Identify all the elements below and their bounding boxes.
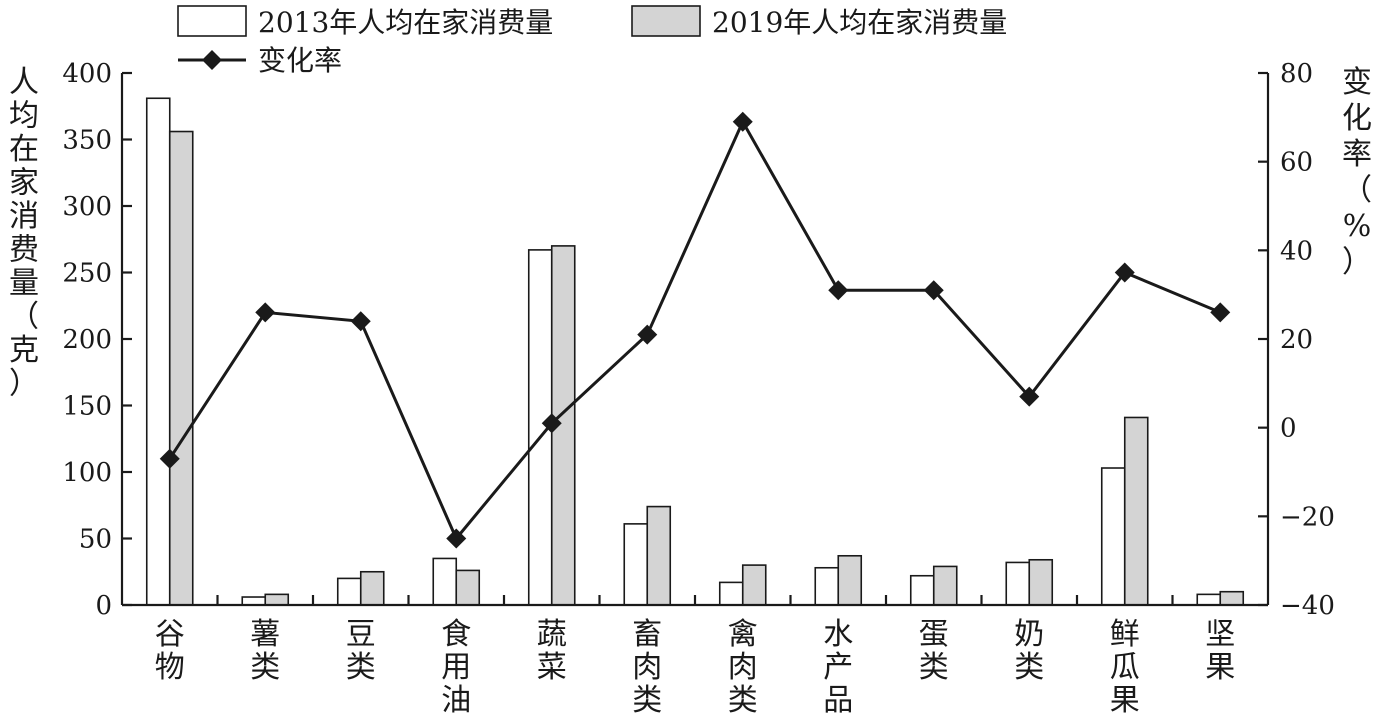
category-label: 谷物 xyxy=(155,617,185,685)
bar-2013 xyxy=(432,557,458,606)
right-y-axis: −40 −20 0 20 40 60 80 xyxy=(1258,59,1335,621)
change-rate-marker xyxy=(159,448,180,469)
bar-2019 xyxy=(646,505,672,606)
left-tick-label: 50 xyxy=(79,525,112,555)
bar-2013 xyxy=(145,97,171,606)
left-y-axis: 0 50 100 150 200 250 300 350 400 xyxy=(62,59,132,621)
change-rate-marker xyxy=(923,280,944,301)
line-series xyxy=(159,111,1231,549)
bar-2013 xyxy=(814,566,840,606)
legend-swatch-2013 xyxy=(177,5,247,37)
category-label: 坚果 xyxy=(1205,617,1235,685)
change-rate-line xyxy=(168,118,1221,542)
change-rate-marker xyxy=(541,413,562,434)
change-rate-marker xyxy=(350,311,371,332)
category-label: 畜肉类 xyxy=(632,617,662,718)
category-label: 水产品 xyxy=(823,617,853,718)
bar-series xyxy=(145,97,1245,606)
left-tick-label: 200 xyxy=(62,325,112,355)
left-tick-label: 300 xyxy=(62,192,112,222)
category-label: 蔬菜 xyxy=(537,617,567,685)
right-tick-label: 40 xyxy=(1280,236,1313,266)
axis-titles: 人均在家消费量（克） 变化率（%） xyxy=(9,65,1372,402)
bar-2013 xyxy=(718,581,744,606)
category-label: 食用油 xyxy=(441,617,471,718)
legend-label-2013: 2013年人均在家消费量 xyxy=(258,6,553,39)
category-label: 蛋类 xyxy=(919,617,949,685)
category-label: 豆类 xyxy=(346,617,376,685)
left-tick-label: 150 xyxy=(62,392,112,422)
change-rate-marker xyxy=(1210,302,1231,323)
bar-2019 xyxy=(168,130,194,606)
bar-2019 xyxy=(837,554,863,606)
right-tick-label: −40 xyxy=(1280,591,1335,621)
legend-marker-change xyxy=(202,50,222,70)
category-label: 薯类 xyxy=(250,617,280,685)
category-label: 奶类 xyxy=(1014,617,1044,685)
left-tick-label: 350 xyxy=(62,126,112,156)
bar-2019 xyxy=(1028,558,1054,606)
left-tick-label: 250 xyxy=(62,259,112,289)
right-tick-label: 0 xyxy=(1280,414,1297,444)
change-rate-marker xyxy=(1019,386,1040,407)
right-tick-label: −20 xyxy=(1280,502,1335,532)
bar-2019 xyxy=(932,565,958,606)
bar-2013 xyxy=(1196,593,1222,606)
bar-2013 xyxy=(1005,561,1031,606)
legend-swatch-2019 xyxy=(631,5,701,37)
change-rate-marker xyxy=(637,324,658,345)
right-axis-title: 变化率（%） xyxy=(1342,65,1372,280)
legend-label-2019: 2019年人均在家消费量 xyxy=(712,6,1007,39)
bar-2013 xyxy=(336,577,362,606)
change-rate-marker xyxy=(828,280,849,301)
change-rate-marker xyxy=(732,111,753,132)
left-tick-label: 100 xyxy=(62,458,112,488)
category-label: 鲜瓜果 xyxy=(1110,617,1140,718)
change-rate-marker xyxy=(446,528,467,549)
right-tick-label: 20 xyxy=(1280,325,1313,355)
change-rate-marker xyxy=(1114,262,1135,283)
bar-2013 xyxy=(241,596,267,606)
left-tick-label: 400 xyxy=(62,59,112,89)
category-label: 禽肉类 xyxy=(728,617,758,718)
left-tick-label: 0 xyxy=(95,591,112,621)
bar-2019 xyxy=(264,593,290,606)
bar-2019 xyxy=(359,570,385,606)
bar-2019 xyxy=(455,569,481,606)
left-axis-title: 人均在家消费量（克） xyxy=(9,65,39,402)
bar-2019 xyxy=(741,564,767,606)
bar-2019 xyxy=(1219,590,1245,606)
bar-2013 xyxy=(623,523,649,606)
change-rate-marker xyxy=(255,302,276,323)
bar-2019 xyxy=(1123,416,1149,606)
right-tick-label: 60 xyxy=(1280,148,1313,178)
bar-2013 xyxy=(909,574,935,606)
legend-label-change: 变化率 xyxy=(258,44,342,77)
right-tick-label: 80 xyxy=(1280,59,1313,89)
bar-2013 xyxy=(1100,467,1126,606)
